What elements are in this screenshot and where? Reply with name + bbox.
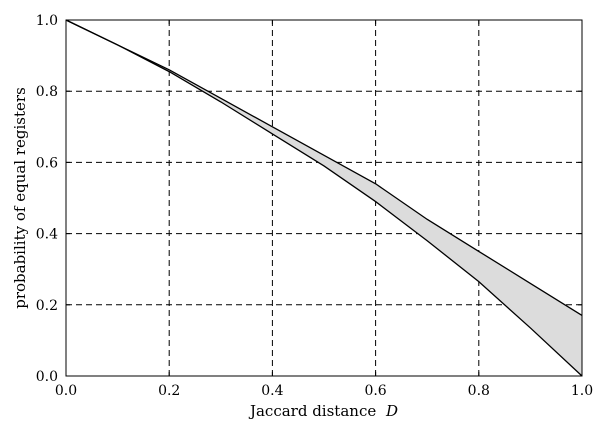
x-tick-label: 0.2 [158,383,180,399]
plot-frame [65,19,583,377]
x-axis-label-text: Jaccard distance [248,402,376,420]
x-tick-label: 0.6 [364,383,386,399]
upper-bound-line [65,19,583,317]
grid [66,20,582,376]
probability-band-fill [66,20,582,376]
x-tick-label: 1.0 [571,383,593,399]
x-tick-label: 0.8 [468,383,490,399]
tick-labels: 0.0 0.2 0.4 0.6 0.8 1.0 0.0 0.2 0.4 0.6 0.8 1.0 [36,13,593,399]
y-tick-label: 0.0 [36,369,58,385]
x-axis-label-symbol: D [385,402,398,420]
y-tick-label: 1.0 [36,13,58,29]
x-axis-label: Jaccard distance D [248,402,398,420]
lower-bound-line [65,19,583,377]
y-tick-label: 0.2 [36,298,58,314]
y-tick-label: 0.4 [36,227,58,243]
y-tick-label: 0.6 [36,155,58,171]
x-tick-label: 0.4 [261,383,283,399]
axis-ticks [65,19,583,377]
x-tick-label: 0.0 [55,383,77,399]
y-axis-label: probability of equal registers [11,87,29,309]
y-tick-label: 0.8 [36,84,58,100]
